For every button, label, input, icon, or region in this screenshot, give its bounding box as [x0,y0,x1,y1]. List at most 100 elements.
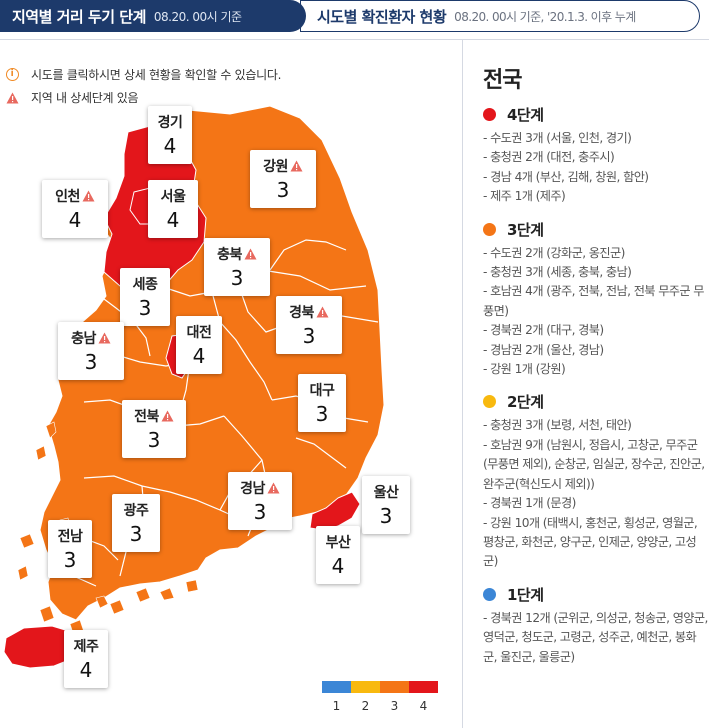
warning-icon [267,482,280,494]
region-level: 3 [253,500,267,524]
legend-label: 1 [332,699,341,713]
level-dot-icon [483,395,496,409]
level-section-2: 2단계 - 충청권 3개 (보령, 서천, 태안) - 호남권 9개 (남원시,… [483,391,709,571]
region-card-gyeonggi[interactable]: 경기 4 [148,106,192,164]
region-card-gyeongbuk[interactable]: 경북 3 [276,296,342,354]
region-level: 3 [138,296,152,320]
warning-note: 지역 내 상세단계 있음 [5,89,139,106]
level-section-3: 3단계 - 수도권 2개 (강화군, 옹진군) - 충청권 3개 (세종, 충북… [483,219,709,380]
region-name: 강원 [250,156,316,176]
region-level: 4 [331,554,345,578]
level-list: - 수도권 2개 (강화군, 옹진군) - 충청권 3개 (세종, 충북, 충남… [483,244,709,380]
list-item: - 경남 4개 (부산, 김해, 창원, 함안) [483,169,649,184]
info-note: i 시도를 클릭하시면 상세 현황을 확인할 수 있습니다. [5,66,281,83]
level-heading: 2단계 [483,391,709,412]
warning-icon [82,190,95,202]
list-item: - 충청권 2개 (대전, 충주시) [483,150,615,165]
warning-icon [244,248,257,260]
region-card-daejeon[interactable]: 대전 4 [176,316,222,374]
legend-labels: 1 2 3 4 [322,699,438,713]
list-item: - 강원 1개 (강원) [483,362,566,377]
legend-swatch-3 [380,681,409,693]
region-level: 4 [192,344,206,368]
list-item: - 경남권 2개 (울산, 경남) [483,342,604,357]
region-level: 3 [315,402,329,426]
legend-label: 2 [361,699,370,713]
region-name: 대전 [186,325,212,341]
list-item: - 경북권 2개 (대구, 경북) [483,323,604,338]
region-level: 4 [166,208,180,232]
level-heading: 1단계 [483,584,709,605]
region-name: 충남 [58,328,124,348]
region-name: 전북 [122,406,186,426]
region-level: 4 [79,658,93,682]
region-card-gyeongnam[interactable]: 경남 3 [228,472,292,530]
level-heading: 4단계 [483,104,709,125]
region-level: 4 [68,208,82,232]
region-name: 인천 [42,186,108,206]
region-name: 광주 [123,503,149,519]
region-level: 3 [147,428,161,452]
level-label: 2단계 [507,393,544,412]
legend-label: 3 [390,699,399,713]
region-level: 4 [163,134,177,158]
region-name: 경기 [157,115,183,131]
region-name: 제주 [73,639,99,655]
region-level: 3 [129,522,143,546]
region-card-daegu[interactable]: 대구 3 [298,374,346,432]
level-dot-icon [483,108,496,121]
region-name: 경남 [228,478,292,498]
region-name: 전남 [57,529,83,545]
detail-panel: 전국 4단계 - 수도권 3개 (서울, 인천, 경기) - 충청권 2개 (대… [462,40,709,728]
legend-label: 4 [419,699,428,713]
map-legend: 1 2 3 4 [322,681,438,713]
region-card-gwangju[interactable]: 광주 3 [112,494,160,552]
region-card-incheon[interactable]: 인천 4 [42,180,108,238]
level-dot-icon [483,587,496,601]
warning-icon [290,160,303,172]
region-level: 3 [276,178,290,202]
region-card-jeonbuk[interactable]: 전북 3 [122,400,186,458]
panel-title: 전국 [483,68,522,93]
list-item: - 호남권 4개 (광주, 전북, 전남, 전북 무주군 무풍면) [483,284,705,318]
region-card-sejong[interactable]: 세종 3 [120,268,170,326]
tab-bar: 시도별 확진환자 현황 08.20. 00시 기준, '20.1.3. 이후 누… [0,0,709,40]
level-label: 3단계 [507,220,544,239]
level-list: - 충청권 3개 (보령, 서천, 태안) - 호남권 9개 (남원시, 정읍시… [483,416,709,571]
list-item: - 경북권 1개 (문경) [483,496,576,511]
region-level: 3 [302,324,316,348]
tab-distancing-level-subtitle: 08.20. 00시 기준 [153,9,242,24]
region-name: 충북 [204,244,270,264]
warning-note-text: 지역 내 상세단계 있음 [31,91,139,105]
region-card-seoul[interactable]: 서울 4 [148,180,198,238]
tab-distancing-level[interactable]: 지역별 거리 두기 단계 08.20. 00시 기준 [0,0,306,32]
warning-icon [5,91,19,105]
region-name: 울산 [373,485,399,501]
region-card-chungbuk[interactable]: 충북 3 [204,238,270,296]
region-card-jeonnam[interactable]: 전남 3 [48,520,92,578]
region-card-busan[interactable]: 부산 4 [316,526,360,584]
region-level: 3 [379,504,393,528]
legend-color-bars [322,681,438,693]
region-card-ulsan[interactable]: 울산 3 [362,476,410,534]
region-name: 부산 [325,535,351,551]
region-card-chungnam[interactable]: 충남 3 [58,322,124,380]
list-item: - 제주 1개 (제주) [483,189,566,204]
level-list: - 수도권 3개 (서울, 인천, 경기) - 충청권 2개 (대전, 충주시)… [483,129,709,207]
region-name: 대구 [309,383,335,399]
list-item: - 수도권 2개 (강화군, 옹진군) [483,245,625,260]
region-card-jeju[interactable]: 제주 4 [64,630,108,688]
region-name: 서울 [160,189,186,205]
level-section-4: 4단계 - 수도권 3개 (서울, 인천, 경기) - 충청권 2개 (대전, … [483,104,709,207]
region-name: 세종 [132,277,158,293]
region-level: 3 [84,350,98,374]
level-label: 1단계 [507,585,544,604]
warning-icon [98,332,111,344]
region-card-gangwon[interactable]: 강원 3 [250,150,316,208]
region-name: 경북 [276,302,342,322]
list-item: - 충청권 3개 (보령, 서천, 태안) [483,418,632,433]
region-level: 3 [63,548,77,572]
list-item: - 경북권 12개 (군위군, 의성군, 청송군, 영양군, 영덕군, 청도군,… [483,610,708,664]
info-icon: i [5,68,19,82]
tab-confirmed-cases[interactable]: 시도별 확진환자 현황 08.20. 00시 기준, '20.1.3. 이후 누… [300,0,700,32]
